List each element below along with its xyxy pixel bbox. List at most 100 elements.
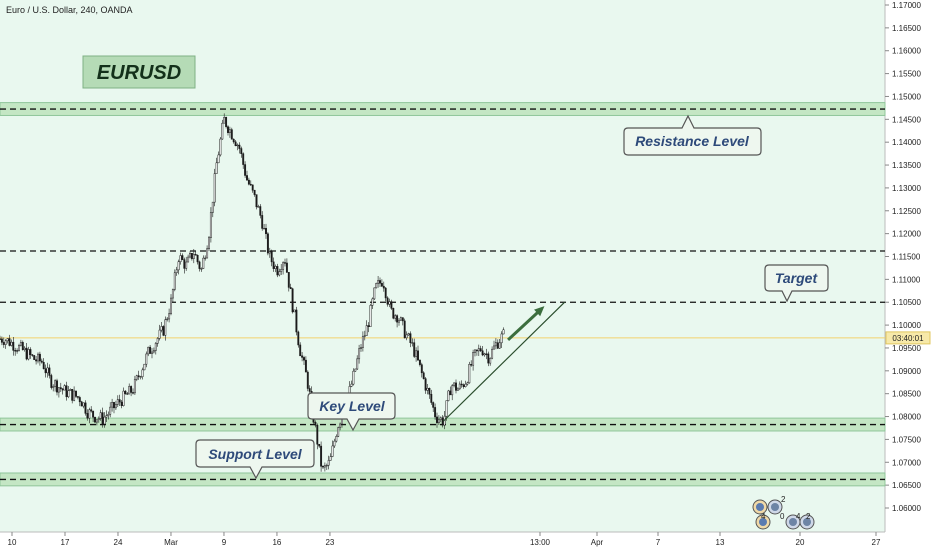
target-callout-box (764, 264, 829, 303)
candle-body (401, 317, 404, 322)
candle-body (394, 315, 397, 319)
candle-body (282, 262, 285, 270)
candle-body (270, 251, 273, 263)
candle-body (417, 350, 419, 361)
candle-body (181, 255, 184, 260)
candle-body (25, 347, 28, 360)
y-tick-label: 1.17000 (892, 1, 921, 10)
candle-body (449, 390, 452, 396)
candle-body (485, 353, 488, 355)
candle-body (498, 342, 501, 349)
candle-body (101, 412, 104, 425)
candle-body (183, 259, 186, 269)
candle-body (451, 385, 454, 396)
candle-body (475, 349, 478, 352)
candle-body (388, 301, 391, 305)
candle-body (2, 342, 5, 345)
candle-body (287, 272, 290, 288)
candle-body (208, 237, 210, 250)
candle-body (6, 338, 9, 342)
candle-body (69, 389, 72, 391)
candle-body (276, 266, 279, 276)
candle-body (409, 333, 412, 343)
candle-body (369, 305, 372, 327)
candle-body (48, 367, 51, 376)
candle-body (265, 227, 267, 235)
candle-body (111, 402, 114, 408)
candle-body (356, 358, 359, 370)
candle-body (18, 345, 20, 351)
candle-body (192, 254, 195, 259)
candle-body (225, 117, 228, 127)
x-axis[interactable]: 10 17 24 Mar 9 16 23 13:00 Apr 7 13 20 27 (0, 531, 932, 550)
support-callout[interactable]: Support Level (195, 439, 315, 480)
candle-body (230, 129, 233, 140)
current-price-tag-label: 03:40:01 (892, 334, 924, 343)
y-axis[interactable]: 1.17000 1.16500 1.16000 1.15500 1.15000 1.145… (884, 0, 932, 550)
social-icons[interactable]: 2 4 0 4 2 (752, 495, 815, 530)
candle-body (418, 359, 421, 365)
key-level-callout[interactable]: Key Level (307, 392, 396, 432)
avatar-icon[interactable] (785, 514, 801, 530)
candle-body (179, 255, 182, 262)
candle-body (284, 262, 286, 264)
candle-body (502, 329, 505, 335)
candle-body (375, 283, 378, 289)
candle-body (453, 382, 456, 386)
avatar-icon[interactable] (799, 514, 815, 530)
candle-body (437, 419, 440, 423)
candle-body (21, 342, 24, 350)
candle-body (12, 341, 15, 351)
candle-body (483, 353, 486, 356)
candle-body (63, 385, 66, 391)
avatar-icon[interactable] (752, 499, 768, 515)
candle-body (97, 418, 100, 420)
candle-body (0, 338, 1, 340)
candle-body (196, 254, 199, 263)
resistance-callout[interactable]: Resistance Level (623, 114, 762, 156)
candle-body (323, 465, 326, 468)
candle-body (227, 126, 229, 133)
candle-body (8, 338, 11, 346)
candle-body (263, 227, 266, 230)
candle-body (308, 388, 311, 392)
candle-body (213, 173, 216, 203)
candle-body (445, 400, 448, 417)
avatar-icon[interactable] (755, 514, 771, 530)
x-tick-label: 23 (325, 538, 334, 547)
y-tick-label: 1.15000 (892, 92, 921, 101)
x-axis-panel (0, 532, 932, 550)
candle-body (236, 144, 239, 147)
candle-body (4, 340, 7, 345)
candle-body (54, 380, 57, 387)
candle-body (489, 357, 492, 364)
target-callout[interactable]: Target (764, 264, 829, 303)
x-tick-label: 7 (656, 538, 661, 547)
candle-body (481, 350, 484, 356)
candle-body (35, 359, 38, 362)
candle-body (187, 256, 190, 263)
candle-body (295, 309, 298, 333)
candle-body (289, 287, 292, 290)
candle-body (173, 272, 176, 290)
candle-body (67, 390, 70, 398)
candles (0, 113, 505, 472)
y-tick-label: 1.14000 (892, 138, 921, 147)
candle-body (491, 348, 494, 359)
candle-body (103, 416, 106, 425)
candle-body (52, 386, 55, 388)
candle-body (246, 175, 248, 181)
key-level-label: Key Level (319, 398, 385, 414)
y-tick-label: 1.06500 (892, 481, 921, 490)
candle-body (333, 440, 336, 447)
candle-body (320, 445, 323, 467)
candle-body (145, 353, 148, 365)
candle-body (228, 129, 231, 133)
candle-body (109, 406, 112, 415)
candle-body (415, 350, 418, 357)
avatar-icon[interactable] (767, 499, 783, 515)
candle-body (154, 343, 157, 351)
candle-body (358, 348, 361, 360)
candle-body (244, 164, 247, 176)
